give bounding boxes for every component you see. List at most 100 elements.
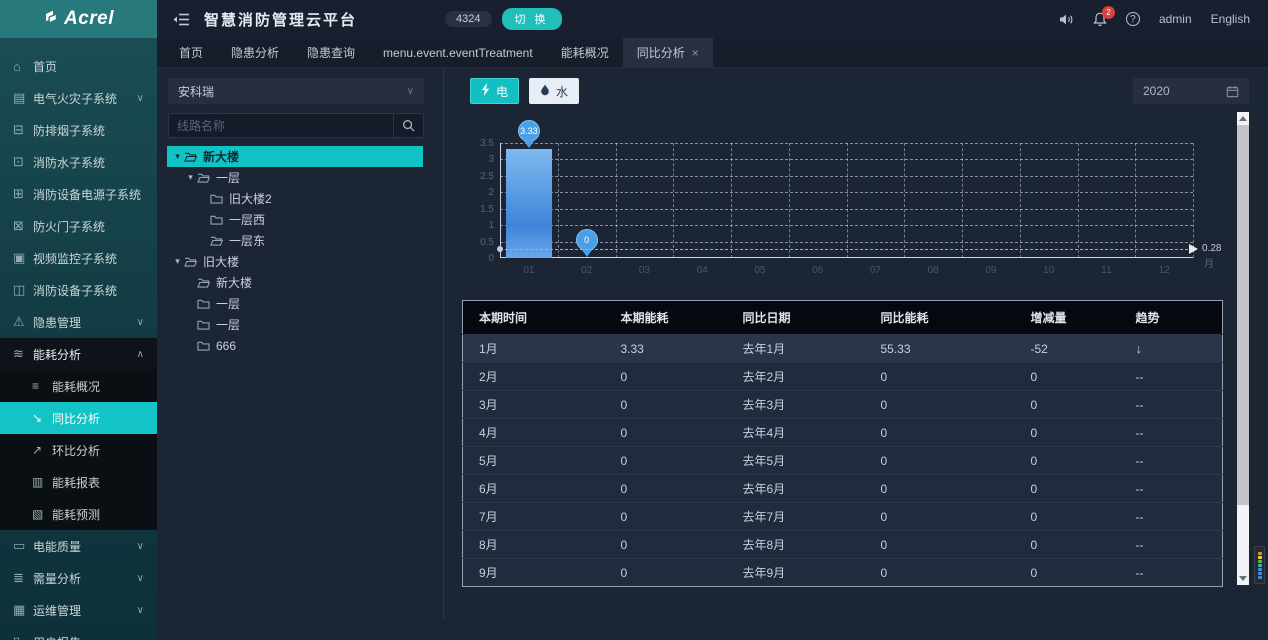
x-axis-tick: 10 [1043, 265, 1055, 276]
v-gridline [557, 143, 559, 258]
tree-node[interactable]: 新大楼 [167, 272, 423, 293]
tree-node[interactable]: 一层 [167, 314, 423, 335]
tab-item[interactable]: 首页 [165, 38, 217, 67]
tree-node-label: 旧大楼 [203, 255, 240, 269]
tree-node[interactable]: 一层 [167, 293, 423, 314]
language-switch[interactable]: English [1210, 12, 1250, 26]
table-row[interactable]: 8月 0 去年8月 0 0 -- [462, 530, 1223, 559]
scroll-down-arrow[interactable] [1237, 572, 1249, 585]
sidebar-item[interactable]: ⊡ 消防水子系统 [0, 146, 157, 178]
tree-node[interactable]: 一层西 [167, 209, 423, 230]
sidebar-item[interactable]: ≋ 能耗分析 ∧ [0, 338, 157, 370]
table-row[interactable]: 3月 0 去年3月 0 0 -- [462, 390, 1223, 419]
count-badge: 4324 [445, 11, 492, 27]
water-tab[interactable]: 水 [529, 78, 580, 104]
sidebar-item[interactable]: ◫ 消防设备子系统 [0, 274, 157, 306]
table-cell: 8月 [462, 530, 605, 559]
tab-active[interactable]: 同比分析 × [622, 38, 713, 67]
tree-node[interactable]: ▾ 一层 [167, 167, 423, 188]
sidebar-item[interactable]: ⊞ 消防设备电源子系统 [0, 178, 157, 210]
sidebar-item[interactable]: ▯用户报告 [0, 626, 157, 640]
table-row[interactable]: 6月 0 去年6月 0 0 -- [462, 474, 1223, 503]
table-cell: 55.33 [864, 334, 1015, 363]
average-line-value: 0.28 [1202, 242, 1222, 254]
table-cell: 0 [1014, 502, 1120, 531]
sidebar-subitem[interactable]: ≡ 能耗概况 [0, 370, 157, 402]
sidebar-item[interactable]: ⊟ 防排烟子系统 [0, 114, 157, 146]
sidebar-item[interactable]: ▣ 视频监控子系统 [0, 242, 157, 274]
chart-bar[interactable] [505, 148, 552, 258]
table-row[interactable]: 4月 0 去年4月 0 0 -- [462, 418, 1223, 447]
chevron-down-icon: ∨ [136, 316, 144, 328]
tab-item[interactable]: 能耗概况 [547, 38, 623, 67]
sidebar-item[interactable]: ▭ 电能质量 ∨ [0, 530, 157, 562]
volume-icon[interactable] [1059, 13, 1074, 26]
sidebar-subitem[interactable]: ↗ 环比分析 [0, 434, 157, 466]
table-row[interactable]: 7月 0 去年7月 0 0 -- [462, 502, 1223, 531]
sidebar-item-label: 电气火灾子系统 [33, 91, 118, 106]
search-input[interactable] [169, 118, 393, 133]
sidebar-item[interactable]: ⚠ 隐患管理 ∨ [0, 306, 157, 338]
electric-fire-icon: ▤ [13, 90, 26, 105]
sidebar-item-label: 视频监控子系统 [33, 251, 118, 266]
sidebar-item[interactable]: ▦ 运维管理 ∨ [0, 594, 157, 626]
bell-icon[interactable]: 2 [1093, 5, 1115, 27]
sidebar-item-label: 消防设备子系统 [33, 283, 118, 298]
calendar-icon [1226, 85, 1239, 98]
widget-dot [1257, 567, 1262, 571]
sidebar-subitem[interactable]: ↘ 同比分析 [0, 402, 157, 434]
tree-node[interactable]: 旧大楼2 [167, 188, 423, 209]
tab-item[interactable]: menu.event.eventTreatment [369, 38, 547, 67]
fire-water-icon: ⊡ [13, 154, 24, 169]
table-row[interactable]: 2月 0 去年2月 0 0 -- [462, 362, 1223, 391]
x-axis-tick: 03 [638, 265, 650, 276]
caret-down-icon[interactable]: ▾ [188, 172, 193, 182]
table-cell: 0 [604, 474, 727, 503]
v-gridline [1077, 143, 1079, 258]
table-row[interactable]: 5月 0 去年5月 0 0 -- [462, 446, 1223, 475]
sidebar-item[interactable]: ≣ 需量分析 ∨ [0, 562, 157, 594]
tree-node[interactable]: ▾ 旧大楼 [167, 251, 423, 272]
water-tab-label: 水 [556, 84, 569, 99]
user-name[interactable]: admin [1158, 12, 1192, 26]
table-row[interactable]: 9月 0 去年9月 0 0 -- [462, 558, 1223, 587]
table-header: 本期时间 本期能耗 同比日期 同比能耗 增减量 趋势 [462, 300, 1223, 335]
tree-node[interactable]: 一层东 [167, 230, 423, 251]
demand-icon: ≣ [13, 570, 24, 585]
sidebar-item[interactable]: ⊠ 防火门子系统 [0, 210, 157, 242]
tree-node[interactable]: ▾ 新大楼 [167, 146, 423, 167]
menu-fold-icon[interactable] [173, 12, 190, 27]
tab-item[interactable]: 隐患分析 [217, 38, 293, 67]
scrollbar-thumb[interactable] [1237, 125, 1249, 505]
folder-closed-icon [197, 298, 210, 309]
close-icon[interactable]: × [691, 45, 699, 60]
folder-open-icon [184, 256, 197, 267]
tab-item[interactable]: 隐患查询 [293, 38, 369, 67]
year-picker[interactable]: 2020 [1133, 78, 1249, 104]
scroll-up-arrow[interactable] [1237, 112, 1249, 125]
help-icon[interactable]: ? [1125, 12, 1140, 26]
y-axis-tick: 1 [488, 220, 494, 232]
tree-node[interactable]: 666 [167, 335, 423, 356]
tree-node-label: 一层 [216, 297, 241, 311]
electric-tab[interactable]: 电 [470, 78, 520, 104]
sidebar-subitem[interactable]: ▧ 能耗预测 [0, 498, 157, 530]
switch-button[interactable]: 切 换 [501, 8, 562, 30]
search-icon[interactable] [393, 114, 423, 137]
table-cell: 2月 [462, 362, 605, 391]
organization-select[interactable]: 安科瑞 ∨ [168, 78, 424, 104]
sidebar-item[interactable]: ▤ 电气火灾子系统 ∨ [0, 82, 157, 114]
caret-down-icon[interactable]: ▾ [175, 151, 180, 161]
chevron-up-icon: ∧ [136, 348, 144, 360]
hazard-icon: ⚠ [13, 314, 25, 329]
sidebar-item-label: 首页 [33, 59, 58, 74]
sidebar-item[interactable]: ⌂ 首页 [0, 50, 157, 82]
table-body: 1月 3.33 去年1月 55.33 -52 ↓ 2月 0 去年2月 0 0 -- 3月 0 去年3月 0 0-… [462, 334, 1223, 587]
table-cell: 去年4月 [726, 418, 865, 447]
sidebar-subitem[interactable]: ▥ 能耗报表 [0, 466, 157, 498]
folder-closed-icon [197, 319, 210, 330]
table-cell: 0 [864, 474, 1015, 503]
table-row[interactable]: 1月 3.33 去年1月 55.33 -52 ↓ [462, 334, 1223, 363]
x-axis-tick: 04 [696, 265, 708, 276]
caret-down-icon[interactable]: ▾ [175, 256, 180, 266]
